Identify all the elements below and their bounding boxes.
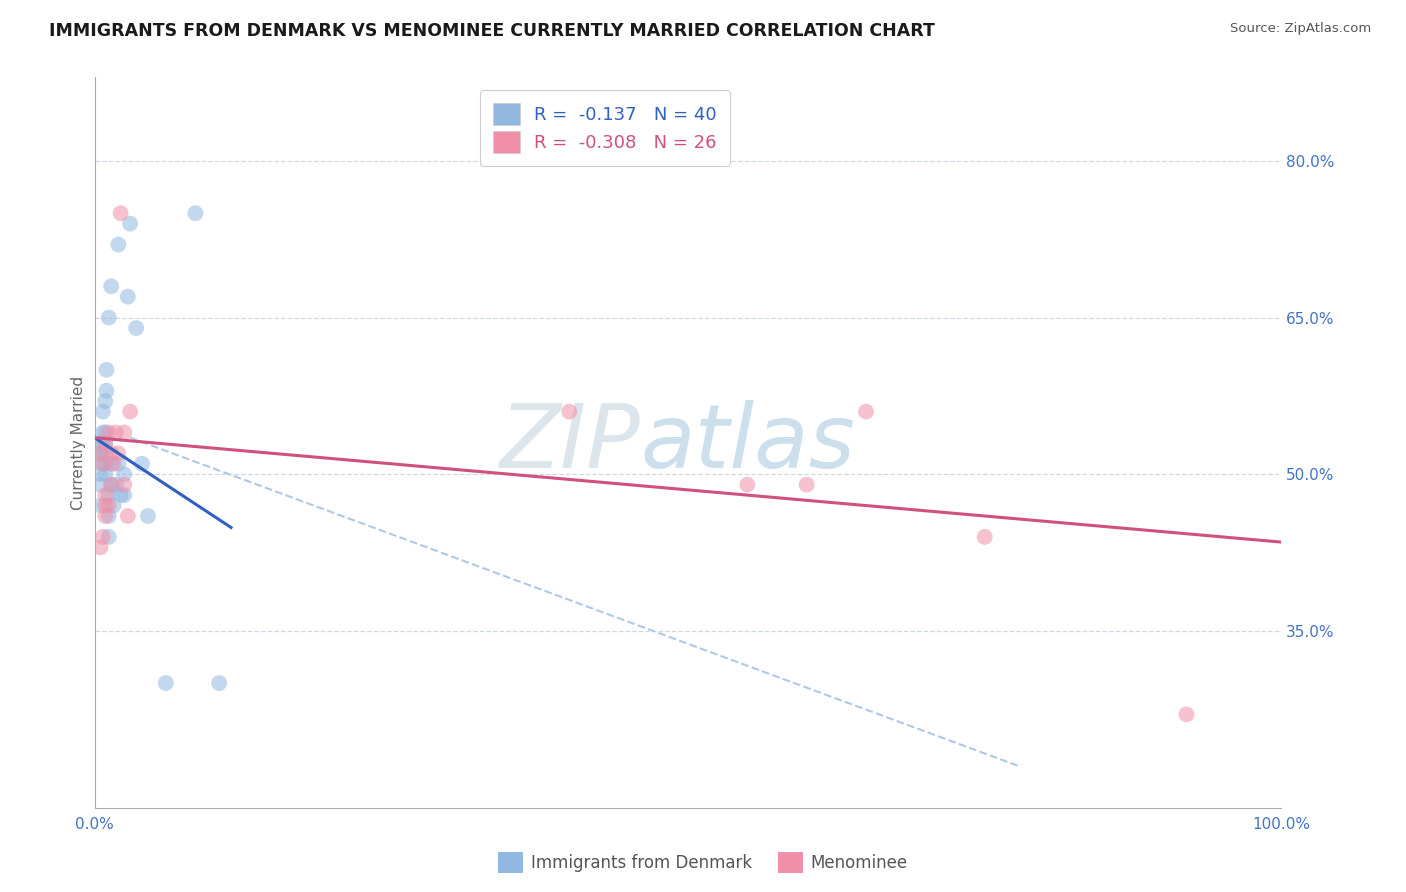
Point <box>110 206 132 220</box>
Point <box>100 279 122 293</box>
Point <box>94 425 117 440</box>
Point <box>94 436 117 450</box>
Point <box>97 530 120 544</box>
Point <box>104 477 127 491</box>
Point <box>89 467 111 482</box>
Point <box>94 488 117 502</box>
Point <box>131 457 153 471</box>
Point <box>100 446 122 460</box>
Point <box>94 508 117 523</box>
Legend: Immigrants from Denmark, Menominee: Immigrants from Denmark, Menominee <box>491 846 915 880</box>
Text: atlas: atlas <box>641 400 855 486</box>
Point <box>89 477 111 491</box>
Point <box>103 499 125 513</box>
Point <box>125 321 148 335</box>
Point <box>89 446 111 460</box>
Point <box>94 436 117 450</box>
Y-axis label: Currently Married: Currently Married <box>72 376 86 510</box>
Point <box>136 508 159 523</box>
Point <box>94 467 117 482</box>
Point <box>91 530 114 544</box>
Legend: R =  -0.137   N = 40, R =  -0.308   N = 26: R = -0.137 N = 40, R = -0.308 N = 26 <box>481 90 730 166</box>
Point <box>89 436 111 450</box>
Point <box>97 499 120 513</box>
Point <box>155 676 177 690</box>
Point <box>104 425 127 440</box>
Point <box>120 217 142 231</box>
Point <box>91 457 114 471</box>
Point <box>91 457 114 471</box>
Point <box>117 508 139 523</box>
Point <box>96 384 118 398</box>
Point <box>94 457 117 471</box>
Point <box>97 425 120 440</box>
Point <box>89 541 111 555</box>
Point <box>855 404 877 418</box>
Point <box>94 394 117 409</box>
Point <box>97 310 120 325</box>
Point <box>91 436 114 450</box>
Point <box>94 499 117 513</box>
Point <box>208 676 231 690</box>
Point <box>117 290 139 304</box>
Point <box>91 404 114 418</box>
Text: IMMIGRANTS FROM DENMARK VS MENOMINEE CURRENTLY MARRIED CORRELATION CHART: IMMIGRANTS FROM DENMARK VS MENOMINEE CUR… <box>49 22 935 40</box>
Point <box>184 206 207 220</box>
Text: ZIP: ZIP <box>499 400 641 486</box>
Point <box>110 488 132 502</box>
Point <box>120 404 142 418</box>
Point <box>973 530 995 544</box>
Point <box>107 237 129 252</box>
Point <box>100 477 122 491</box>
Point <box>107 446 129 460</box>
Point <box>103 457 125 471</box>
Point <box>91 446 114 460</box>
Point <box>100 457 122 471</box>
Point <box>107 457 129 471</box>
Point <box>558 404 581 418</box>
Point <box>89 446 111 460</box>
Point <box>796 477 818 491</box>
Point <box>112 488 135 502</box>
Point <box>112 425 135 440</box>
Point <box>97 488 120 502</box>
Point <box>91 425 114 440</box>
Point <box>89 499 111 513</box>
Point <box>737 477 759 491</box>
Point <box>112 467 135 482</box>
Point <box>97 508 120 523</box>
Point <box>112 477 135 491</box>
Point <box>1175 707 1198 722</box>
Point <box>94 446 117 460</box>
Point <box>96 363 118 377</box>
Point <box>100 477 122 491</box>
Text: Source: ZipAtlas.com: Source: ZipAtlas.com <box>1230 22 1371 36</box>
